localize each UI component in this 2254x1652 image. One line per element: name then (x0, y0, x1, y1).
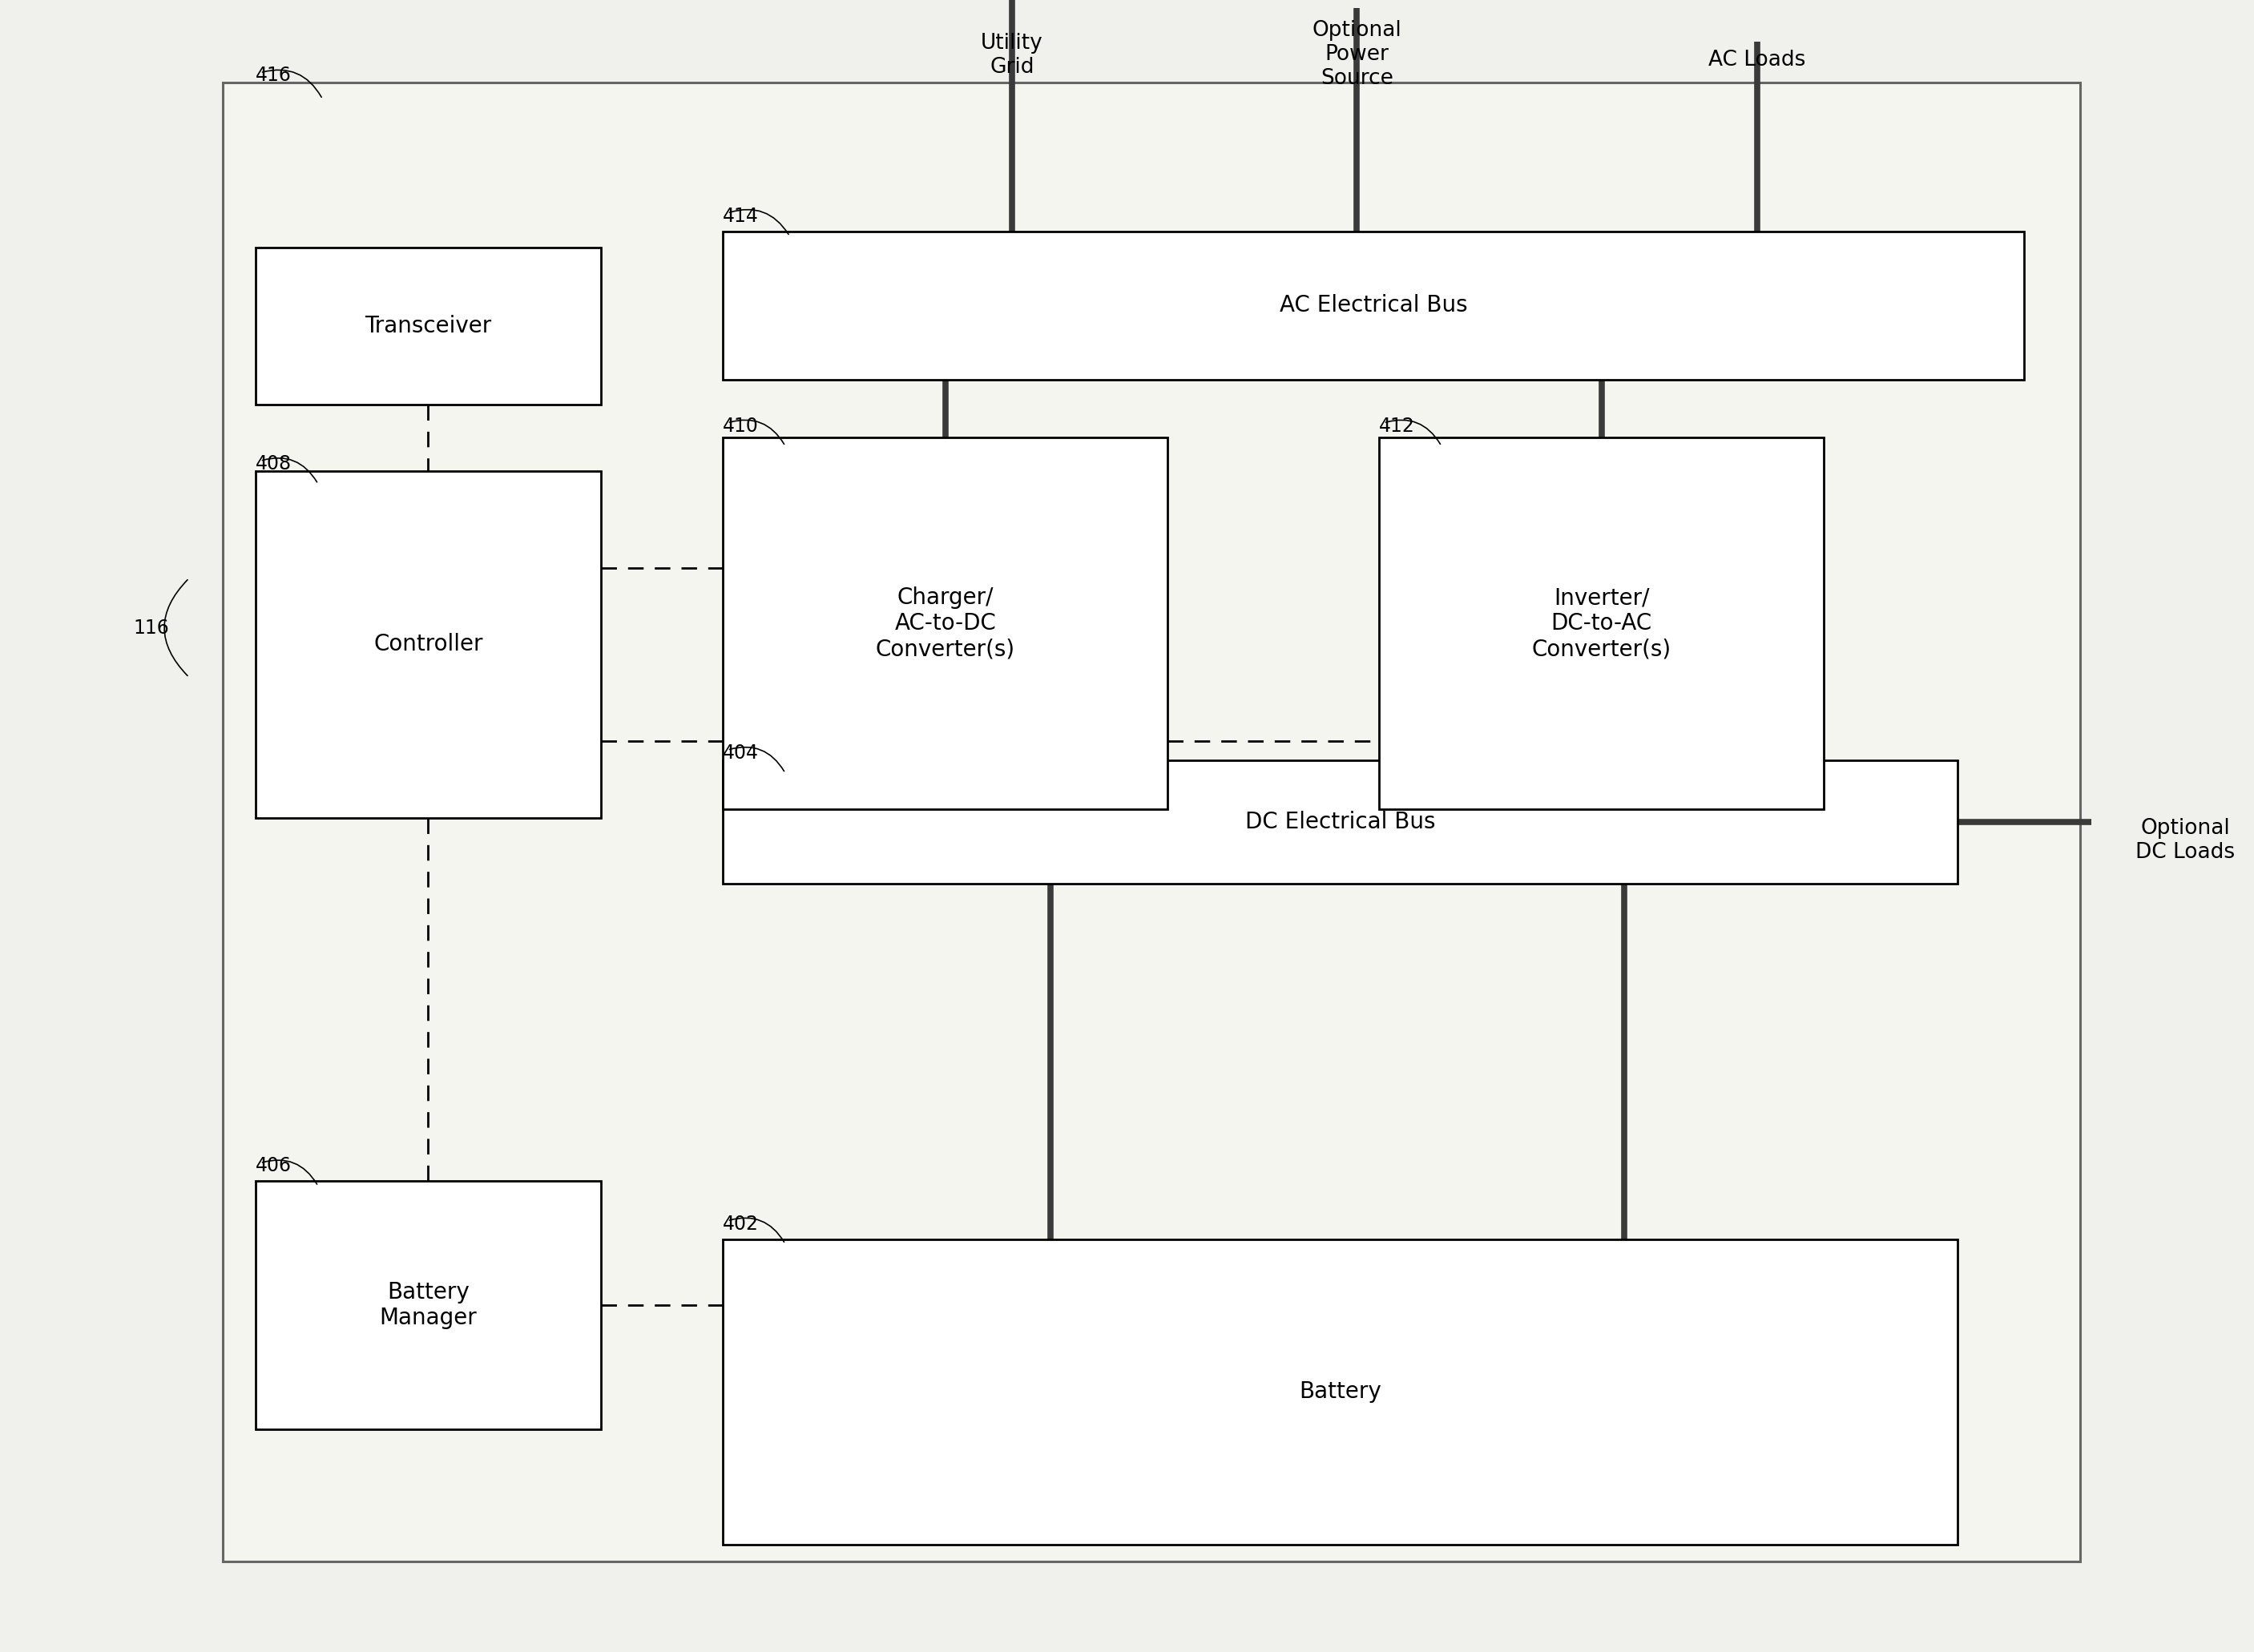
Bar (255, 248, 600, 405)
Bar (724, 760, 1956, 884)
Text: Inverter/
DC-to-AC
Converter(s): Inverter/ DC-to-AC Converter(s) (1533, 586, 1670, 661)
Text: Optional
DC Loads: Optional DC Loads (2135, 818, 2236, 862)
Bar (255, 471, 600, 818)
Text: Utility
Grid: Utility Grid (980, 33, 1044, 78)
Text: Battery
Manager: Battery Manager (379, 1280, 478, 1330)
Text: 408: 408 (255, 454, 293, 474)
Text: Battery: Battery (1298, 1381, 1382, 1403)
Text: AC Loads: AC Loads (1709, 50, 1805, 71)
Text: 414: 414 (724, 206, 760, 226)
Bar (1379, 438, 1823, 809)
Bar (255, 1181, 600, 1429)
Text: Controller: Controller (374, 633, 482, 656)
Text: 412: 412 (1379, 416, 1416, 436)
Bar (724, 438, 1168, 809)
Text: AC Electrical Bus: AC Electrical Bus (1280, 294, 1467, 317)
Text: Optional
Power
Source: Optional Power Source (1312, 20, 1402, 89)
Bar (724, 1239, 1956, 1545)
Text: 416: 416 (255, 66, 291, 86)
Bar (724, 231, 2024, 380)
Text: 404: 404 (724, 743, 760, 763)
Text: 410: 410 (724, 416, 760, 436)
Text: Transceiver: Transceiver (365, 316, 491, 337)
Text: 406: 406 (255, 1156, 291, 1176)
Text: Charger/
AC-to-DC
Converter(s): Charger/ AC-to-DC Converter(s) (875, 586, 1014, 661)
Text: 116: 116 (133, 618, 169, 638)
Text: 402: 402 (724, 1214, 760, 1234)
Text: DC Electrical Bus: DC Electrical Bus (1244, 811, 1436, 833)
Bar (223, 83, 2080, 1561)
